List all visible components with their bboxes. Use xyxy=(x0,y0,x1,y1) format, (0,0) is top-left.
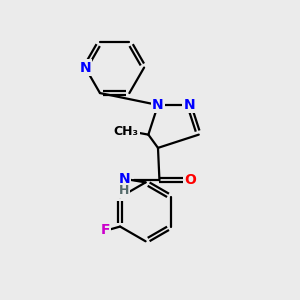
Text: CH₃: CH₃ xyxy=(114,125,139,138)
Text: O: O xyxy=(184,173,196,187)
Text: N: N xyxy=(152,98,164,112)
Text: H: H xyxy=(119,184,129,197)
Text: N: N xyxy=(183,98,195,112)
Text: F: F xyxy=(100,223,110,236)
Text: N: N xyxy=(118,172,130,186)
Text: N: N xyxy=(80,61,91,75)
